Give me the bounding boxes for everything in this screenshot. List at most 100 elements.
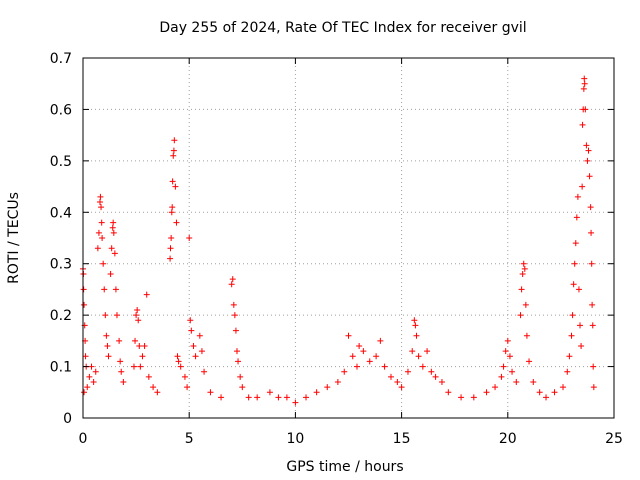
axis-ticks: 0 5 10 15 20 25 0 0.1 0.2 0.3 0.4 0.5 0.6 0.7	[50, 51, 623, 447]
data-point	[108, 245, 115, 252]
data-point	[245, 394, 252, 401]
data-point	[143, 291, 150, 298]
data-point	[112, 286, 119, 293]
data-point	[174, 353, 181, 360]
x-tick-label: 25	[605, 431, 623, 447]
data-point	[134, 307, 141, 313]
x-tick-label: 10	[286, 431, 304, 447]
data-point	[100, 260, 107, 267]
grid-lines	[83, 58, 614, 418]
data-point	[586, 173, 593, 180]
data-point	[582, 106, 589, 113]
data-point	[432, 373, 439, 380]
data-point	[81, 389, 88, 396]
data-point	[424, 348, 431, 355]
data-point	[171, 137, 178, 144]
data-point	[232, 327, 239, 334]
data-point	[111, 250, 118, 257]
data-point	[170, 147, 177, 154]
y-tick-label: 0.7	[50, 51, 72, 67]
data-point	[568, 332, 575, 339]
data-point	[254, 394, 261, 401]
data-point	[536, 389, 543, 396]
data-point	[228, 281, 235, 288]
data-point	[345, 332, 352, 339]
data-point	[181, 373, 188, 380]
data-point	[589, 322, 596, 329]
data-point	[313, 389, 320, 396]
data-point	[519, 271, 526, 277]
data-point	[98, 219, 105, 226]
data-point	[324, 384, 331, 391]
data-point	[566, 353, 573, 360]
plot-frame	[82, 57, 615, 419]
data-point	[116, 337, 123, 344]
data-point	[445, 389, 452, 396]
data-point	[137, 363, 144, 370]
data-point	[103, 332, 110, 339]
data-point	[86, 373, 93, 380]
y-axis-label: ROTI / TECUs	[6, 192, 22, 284]
y-tick-label: 0.3	[50, 257, 72, 273]
data-point	[513, 379, 520, 385]
data-point	[360, 348, 367, 355]
data-point	[237, 373, 244, 380]
data-point	[543, 394, 550, 401]
data-point	[412, 322, 419, 329]
data-point	[394, 379, 401, 385]
x-axis-label: GPS time / hours	[286, 459, 403, 475]
data-point	[110, 229, 117, 236]
data-point	[235, 358, 242, 365]
data-point	[192, 353, 199, 360]
data-point	[175, 358, 182, 365]
data-point	[341, 368, 348, 375]
data-point	[590, 363, 597, 370]
data-point	[81, 301, 88, 308]
data-point	[82, 353, 89, 360]
data-point	[506, 353, 513, 360]
data-point	[579, 121, 586, 128]
data-point	[588, 260, 595, 267]
data-point	[96, 199, 103, 205]
data-point	[266, 389, 273, 396]
data-point	[564, 368, 571, 375]
data-point	[167, 255, 174, 262]
data-point	[438, 379, 445, 385]
data-point	[415, 353, 422, 360]
data-point	[574, 193, 581, 200]
y-tick-label: 0.1	[50, 360, 72, 376]
data-point	[577, 322, 584, 329]
y-tick-label: 0	[63, 411, 72, 427]
data-point	[518, 286, 525, 293]
scatter-points	[80, 75, 597, 406]
data-point	[569, 312, 576, 319]
x-tick-label: 5	[185, 431, 194, 447]
data-point	[186, 235, 193, 241]
data-point	[88, 363, 95, 370]
data-point	[585, 147, 592, 154]
data-point	[413, 332, 420, 339]
data-point	[98, 204, 105, 211]
data-point	[275, 394, 282, 401]
data-point	[188, 327, 195, 334]
data-point	[381, 363, 388, 370]
data-point	[590, 384, 597, 391]
data-point	[483, 389, 490, 396]
data-point	[84, 384, 91, 391]
data-point	[187, 317, 194, 324]
data-point	[201, 368, 208, 375]
data-point	[588, 229, 595, 236]
data-point	[578, 343, 585, 349]
data-point	[168, 235, 175, 241]
data-point	[102, 312, 109, 319]
data-point	[353, 363, 360, 370]
data-point	[366, 358, 373, 365]
data-point	[132, 337, 139, 344]
data-point	[575, 286, 582, 293]
data-point	[579, 183, 586, 190]
y-tick-label: 0.4	[50, 205, 72, 221]
data-point	[184, 384, 191, 391]
data-point	[136, 343, 143, 349]
data-point	[239, 384, 246, 391]
data-point	[523, 332, 530, 339]
